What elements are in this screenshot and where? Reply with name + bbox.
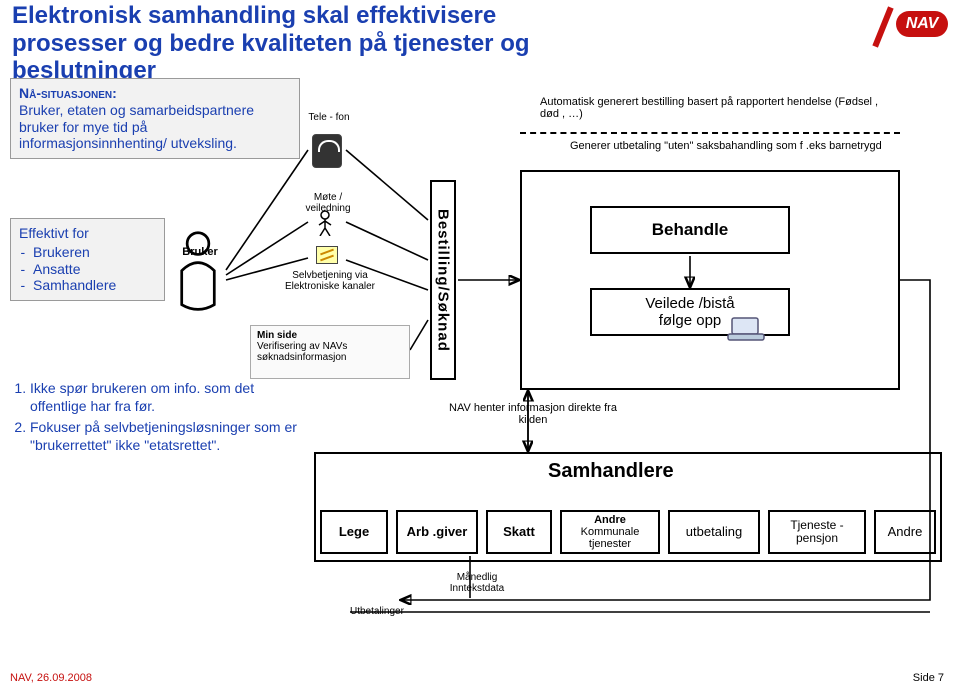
effektivt-item: Ansatte [33, 261, 156, 278]
sub-andre: Andre [874, 510, 936, 554]
sub-kommunale: Andre Kommunale tjenester [560, 510, 660, 554]
process-container [520, 170, 900, 390]
textbox-effektivt: Effektivt for Brukeren Ansatte Samhandle… [10, 218, 165, 301]
minside-title: Min side [257, 330, 403, 341]
laptop-icon [726, 316, 766, 344]
self-service-icon [316, 246, 338, 264]
footer-left: NAV, 26.09.2008 [10, 672, 92, 684]
generer-label: Generer utbetaling "uten" saksbahandling… [570, 140, 890, 152]
nav-logo-text: NAV [896, 11, 949, 37]
nav-logo: NAV [864, 4, 952, 44]
phone-icon [312, 134, 342, 168]
effektivt-item: Brukeren [33, 244, 156, 261]
effektivt-header: Effektivt for [19, 225, 156, 242]
effektivt-item: Samhandlere [33, 277, 156, 294]
nav-henter-label: NAV henter informasjon direkte fra kilde… [448, 402, 618, 426]
veilede-l2: følge opp [659, 312, 722, 329]
sub-utbetaling: utbetaling [668, 510, 760, 554]
sub-lege: Lege [320, 510, 388, 554]
behandle-box: Behandle [590, 206, 790, 254]
bruker-label: Bruker [174, 246, 226, 258]
inntekt-l1: Månedlig [432, 572, 522, 583]
dashed-line [520, 132, 900, 134]
autogen-label: Automatisk generert bestilling basert på… [540, 96, 900, 120]
samhandlere-title: Samhandlere [548, 460, 674, 483]
process-diagram: Bruker Tele - fon Møte / veiledning Selv… [170, 120, 950, 660]
kommunale-sub: Kommunale tjenester [566, 526, 654, 550]
minside-sub: Verifisering av NAVs søknadsinformasjon [257, 341, 403, 363]
mote-label: Møte / veiledning [300, 192, 356, 214]
kommunale-hdr: Andre [566, 514, 654, 526]
sub-pensjon: Tjeneste - pensjon [768, 510, 866, 554]
inntekt-l2: Inntekstdata [432, 583, 522, 594]
tele-label: Tele - fon [304, 112, 354, 123]
minside-box: Min side Verifisering av NAVs søknadsinf… [250, 325, 410, 379]
sub-arbgiver: Arb .giver [396, 510, 478, 554]
pensjon-l2: pensjon [790, 532, 843, 545]
utbetalinger-label: Utbetalinger [350, 606, 440, 617]
bruker-figure-icon [168, 230, 228, 325]
slide-title: Elektronisk samhandling skal effektivise… [12, 2, 582, 85]
slide: Elektronisk samhandling skal effektivise… [0, 0, 960, 692]
nasituasjon-header: Nå-situasjonen: [19, 85, 291, 102]
veilede-l1: Veilede /bistå [645, 295, 734, 312]
sub-skatt: Skatt [486, 510, 552, 554]
inntektsdata-label: Månedlig Inntekstdata [432, 572, 522, 594]
selvbetjening-label: Selvbetjening via Elektroniske kanaler [278, 270, 382, 292]
footer-right: Side 7 [913, 672, 944, 684]
bestilling-box: Bestilling/Søknad [430, 180, 456, 380]
